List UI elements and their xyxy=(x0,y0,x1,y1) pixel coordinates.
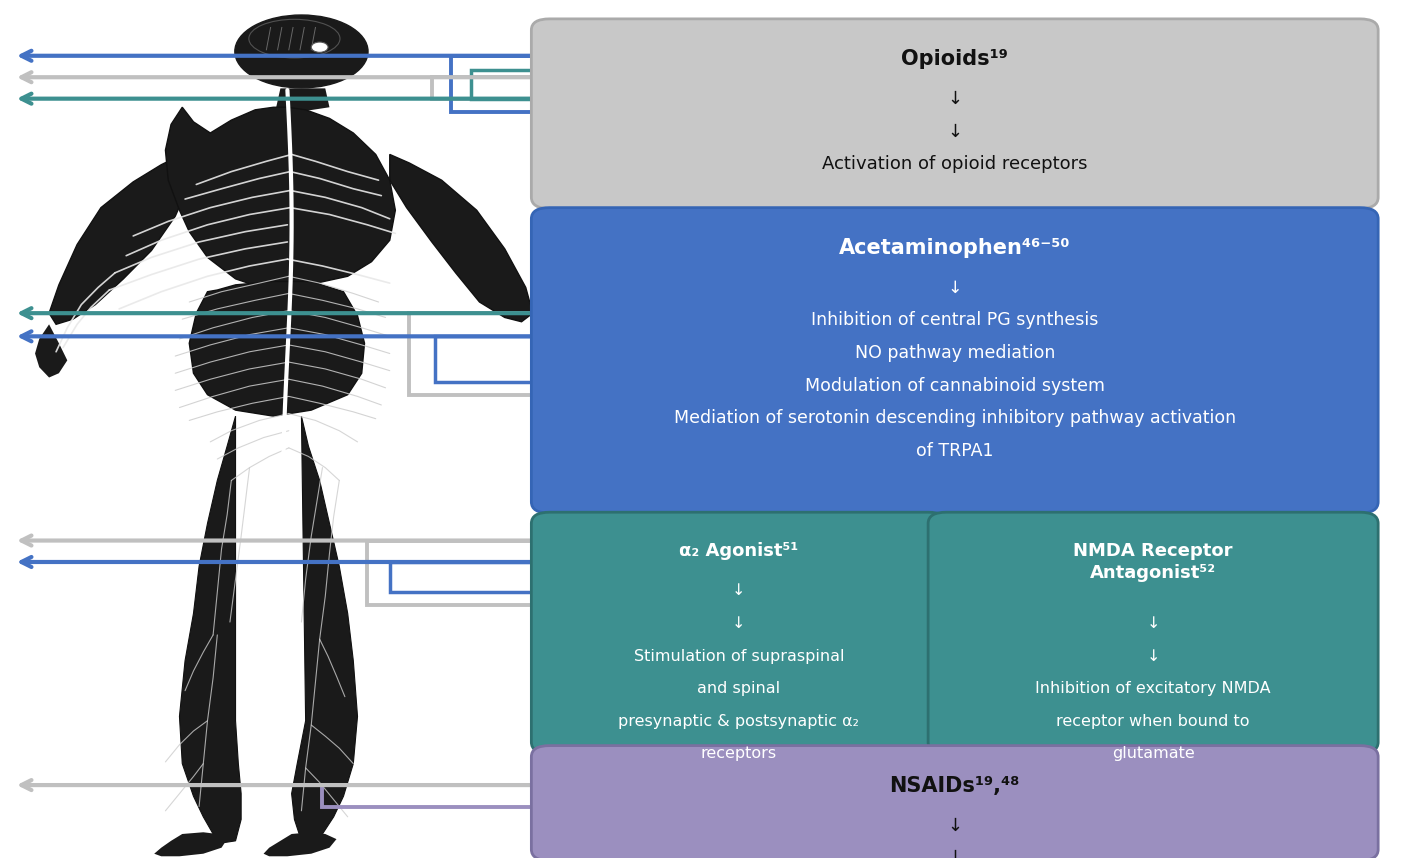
Text: ↓: ↓ xyxy=(732,616,746,631)
Text: ↓: ↓ xyxy=(948,123,962,141)
Text: glutamate: glutamate xyxy=(1112,746,1195,761)
Text: ↓: ↓ xyxy=(1147,616,1159,631)
Polygon shape xyxy=(154,832,227,856)
FancyBboxPatch shape xyxy=(928,512,1378,753)
Polygon shape xyxy=(49,154,189,324)
Text: Opioids¹⁹: Opioids¹⁹ xyxy=(901,49,1008,69)
Text: Inhibition of excitatory NMDA: Inhibition of excitatory NMDA xyxy=(1035,681,1272,696)
Text: receptor when bound to: receptor when bound to xyxy=(1056,714,1251,728)
Polygon shape xyxy=(165,107,395,292)
Polygon shape xyxy=(189,281,365,416)
Text: receptors: receptors xyxy=(701,746,777,761)
Polygon shape xyxy=(276,88,329,112)
Text: Modulation of cannabinoid system: Modulation of cannabinoid system xyxy=(805,377,1105,395)
Text: ↓: ↓ xyxy=(948,817,962,835)
Text: Inhibition of central PG synthesis: Inhibition of central PG synthesis xyxy=(812,311,1098,329)
Polygon shape xyxy=(179,416,241,843)
Text: ↓: ↓ xyxy=(948,90,962,108)
Circle shape xyxy=(311,42,328,52)
Text: ↓: ↓ xyxy=(1147,649,1159,663)
FancyBboxPatch shape xyxy=(531,19,1378,208)
Text: Mediation of serotonin descending inhibitory pathway activation: Mediation of serotonin descending inhibi… xyxy=(674,409,1235,427)
Text: Activation of opioid receptors: Activation of opioid receptors xyxy=(822,155,1088,173)
Polygon shape xyxy=(35,324,67,378)
Text: ↓: ↓ xyxy=(948,849,962,858)
FancyBboxPatch shape xyxy=(531,746,1378,858)
Text: NMDA Receptor
Antagonist⁵²: NMDA Receptor Antagonist⁵² xyxy=(1074,542,1232,583)
Polygon shape xyxy=(264,832,336,856)
Text: presynaptic & postsynaptic α₂: presynaptic & postsynaptic α₂ xyxy=(618,714,859,728)
Text: NSAIDs¹⁹,⁴⁸: NSAIDs¹⁹,⁴⁸ xyxy=(890,776,1019,795)
Text: NO pathway mediation: NO pathway mediation xyxy=(855,344,1054,362)
Text: ↓: ↓ xyxy=(948,279,962,297)
Text: ↓: ↓ xyxy=(732,583,746,598)
Text: and spinal: and spinal xyxy=(697,681,781,696)
Text: α₂ Agonist⁵¹: α₂ Agonist⁵¹ xyxy=(679,542,799,560)
Ellipse shape xyxy=(236,15,367,88)
Polygon shape xyxy=(390,154,533,322)
Text: Stimulation of supraspinal: Stimulation of supraspinal xyxy=(634,649,844,663)
FancyBboxPatch shape xyxy=(531,208,1378,513)
Polygon shape xyxy=(292,416,358,843)
Text: of TRPA1: of TRPA1 xyxy=(916,442,994,460)
FancyBboxPatch shape xyxy=(531,512,946,753)
Text: Acetaminophen⁴⁶⁻⁵⁰: Acetaminophen⁴⁶⁻⁵⁰ xyxy=(838,238,1071,257)
